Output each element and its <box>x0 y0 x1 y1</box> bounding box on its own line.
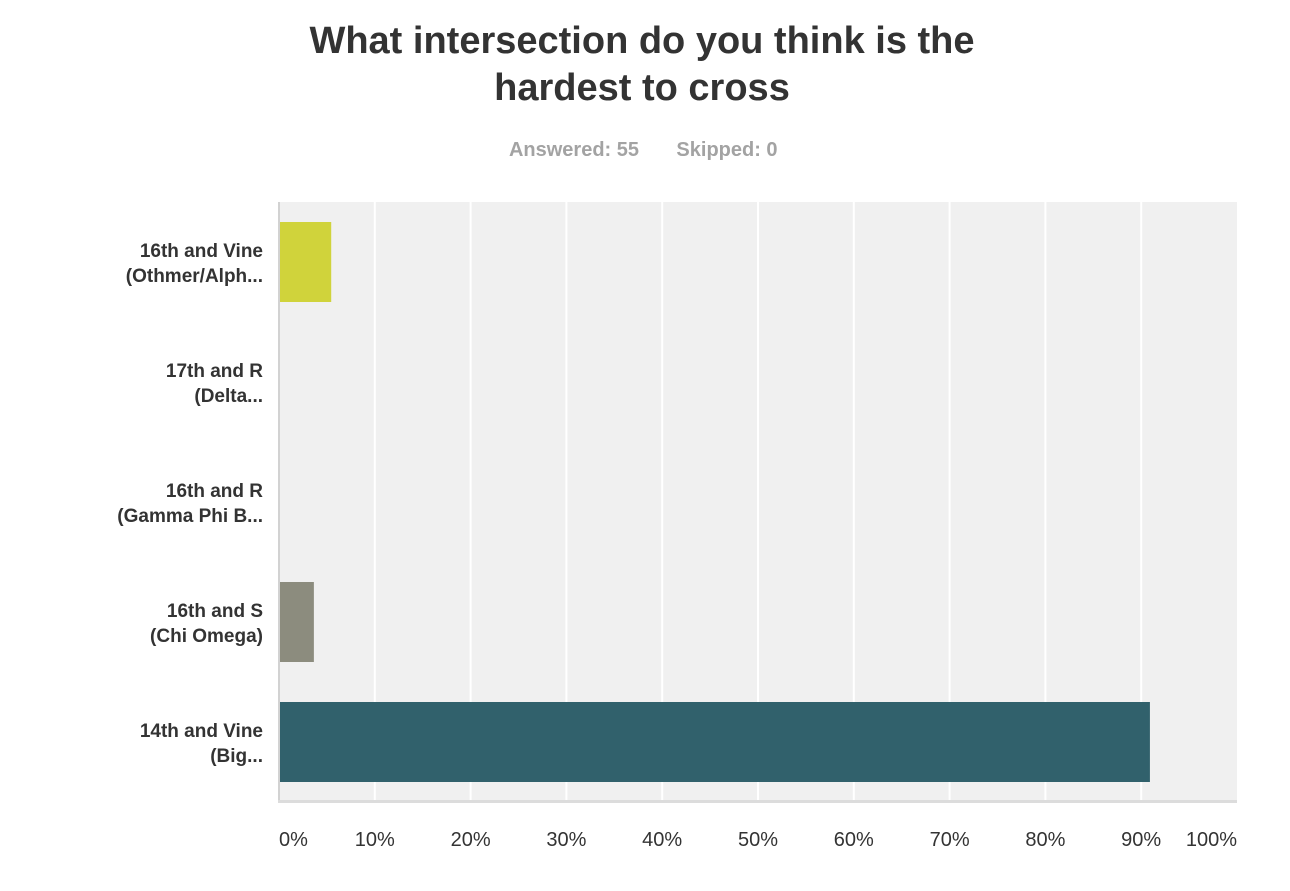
gridline <box>661 202 664 802</box>
chart-title-line-2: hardest to cross <box>494 67 790 109</box>
x-tick-label: 0% <box>279 829 308 851</box>
category-label: 16th and R <box>166 481 263 502</box>
gridline <box>469 202 472 802</box>
category-label: 17th and R <box>166 361 263 382</box>
x-tick-label: 20% <box>451 829 491 851</box>
gridline <box>757 202 759 802</box>
category-label: (Othmer/Alph... <box>126 266 263 287</box>
x-tick-label: 70% <box>930 829 970 851</box>
gridline <box>373 202 376 802</box>
gridline <box>565 202 568 802</box>
category-label: (Delta... <box>194 386 263 407</box>
gridline <box>948 202 951 802</box>
bar <box>280 222 332 302</box>
category-label: (Gamma Phi B... <box>117 506 263 527</box>
category-label: 16th and Vine <box>140 241 263 262</box>
bar <box>280 582 314 662</box>
gridline <box>852 202 855 802</box>
x-tick-label: 10% <box>355 829 395 851</box>
x-tick-label: 90% <box>1121 829 1161 851</box>
x-tick-label: 100% <box>1186 829 1237 851</box>
x-tick-label: 50% <box>738 829 778 851</box>
x-tick-label: 60% <box>834 829 874 851</box>
chart-title-line-1: What intersection do you think is the <box>309 20 974 62</box>
x-tick-label: 40% <box>642 829 682 851</box>
skipped-count: Skipped: 0 <box>676 139 777 161</box>
bar <box>280 702 1150 782</box>
category-label: (Big... <box>210 746 263 767</box>
x-tick-label: 80% <box>1025 829 1065 851</box>
category-label: 14th and Vine <box>140 721 263 742</box>
category-label: 16th and S <box>167 601 263 622</box>
x-tick-label: 30% <box>546 829 586 851</box>
category-label: (Chi Omega) <box>150 626 263 647</box>
x-axis-line <box>278 800 1237 803</box>
answered-count: Answered: 55 <box>509 139 639 161</box>
gridline <box>1140 202 1143 802</box>
gridline <box>1044 202 1047 802</box>
y-axis-line <box>278 202 280 802</box>
